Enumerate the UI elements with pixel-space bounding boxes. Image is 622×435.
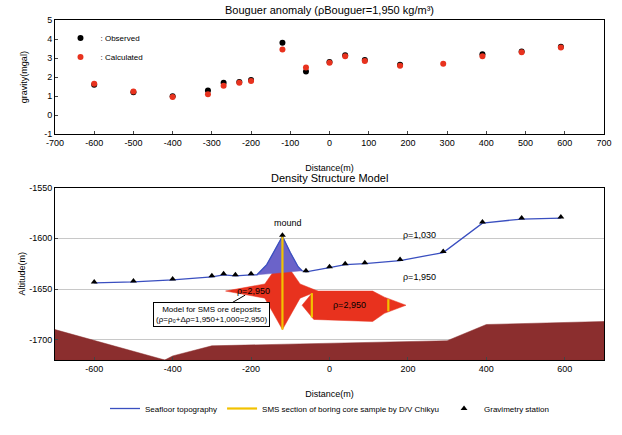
svg-text:-200: -200 [242, 138, 260, 148]
svg-text:ρ=1,030: ρ=1,030 [403, 230, 436, 240]
svg-text:1: 1 [47, 91, 52, 101]
svg-text:Distance(m): Distance(m) [305, 163, 354, 173]
svg-text:Bouguer anomaly (ρBouguer=1,95: Bouguer anomaly (ρBouguer=1,950 kg/m³) [225, 4, 434, 16]
svg-text:-400: -400 [164, 138, 182, 148]
svg-text:400: 400 [479, 138, 494, 148]
svg-text:4: 4 [47, 34, 52, 44]
svg-text:mound: mound [274, 218, 302, 228]
svg-text:0: 0 [327, 364, 332, 374]
svg-text:-1550: -1550 [29, 183, 52, 193]
svg-text:: Calculated: : Calculated [100, 53, 142, 62]
svg-text:300: 300 [440, 138, 455, 148]
svg-text:-300: -300 [203, 138, 221, 148]
svg-text:-500: -500 [124, 138, 142, 148]
svg-text:100: 100 [361, 138, 376, 148]
svg-text:-1600: -1600 [29, 233, 52, 243]
svg-text:ρ=2,950: ρ=2,950 [333, 300, 366, 310]
svg-text:Seafloor topography: Seafloor topography [145, 405, 217, 414]
svg-text:-1650: -1650 [29, 284, 52, 294]
svg-text:200: 200 [400, 138, 415, 148]
svg-text:Distance(m): Distance(m) [305, 389, 354, 399]
svg-text:700: 700 [596, 138, 611, 148]
svg-text:5: 5 [47, 15, 52, 25]
svg-text:-600: -600 [85, 138, 103, 148]
svg-text:ρ=2,950: ρ=2,950 [237, 286, 270, 296]
svg-text:3: 3 [47, 53, 52, 63]
svg-text:Gravimetry station: Gravimetry station [484, 405, 549, 414]
svg-text:0: 0 [327, 138, 332, 148]
svg-text:SMS section of boring core sam: SMS section of boring core sample by D/V… [262, 405, 439, 414]
svg-text:600: 600 [557, 138, 572, 148]
svg-text:-200: -200 [242, 364, 260, 374]
svg-text:600: 600 [557, 364, 572, 374]
svg-text:Density Structure Model: Density Structure Model [271, 172, 388, 184]
svg-text:0: 0 [47, 110, 52, 120]
svg-text:-1: -1 [44, 129, 52, 139]
svg-text:gravity(mgal): gravity(mgal) [19, 51, 29, 103]
svg-text:-400: -400 [164, 364, 182, 374]
svg-text:-100: -100 [281, 138, 299, 148]
svg-text:200: 200 [400, 364, 415, 374]
svg-text:: Observed: : Observed [100, 34, 139, 43]
svg-text:ρ=1,950: ρ=1,950 [403, 272, 436, 282]
svg-text:Model for SMS ore deposits(ρ=ρ: Model for SMS ore deposits(ρ=ρ₀+Δρ=1,950… [156, 305, 267, 324]
svg-text:2: 2 [47, 72, 52, 82]
svg-text:-600: -600 [85, 364, 103, 374]
svg-text:500: 500 [518, 138, 533, 148]
svg-text:Altitude(m): Altitude(m) [17, 252, 27, 296]
svg-text:-1700: -1700 [29, 335, 52, 345]
svg-text:-700: -700 [46, 138, 64, 148]
svg-text:400: 400 [479, 364, 494, 374]
